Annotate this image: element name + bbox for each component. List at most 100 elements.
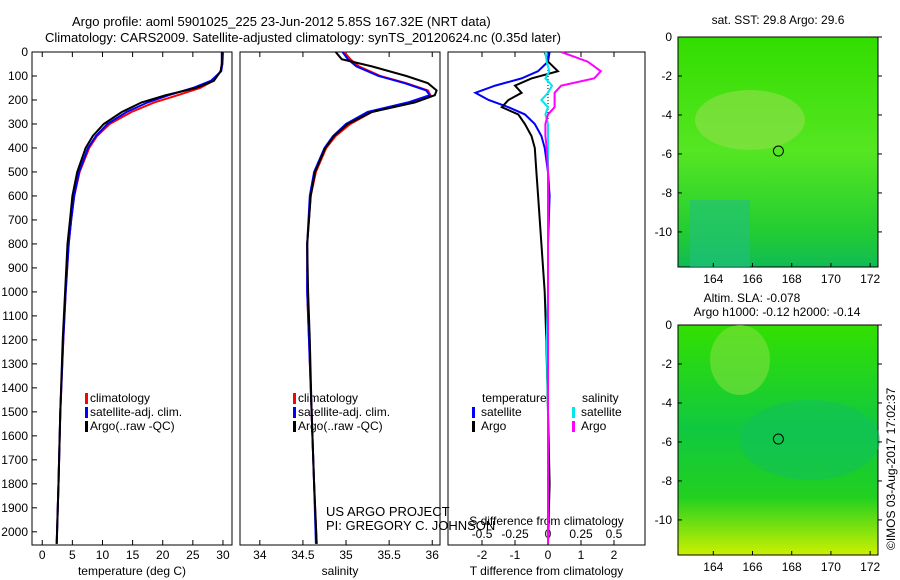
lat-tick-label: -4: [661, 396, 672, 410]
y-tick-label: 1400: [1, 381, 28, 395]
x-tick-label: 25: [186, 548, 200, 562]
lon-tick-label: 166: [742, 272, 762, 286]
y-tick-label: 500: [8, 165, 28, 179]
lat-tick-label: -2: [661, 69, 672, 83]
series-line-salinity-argo: [544, 51, 603, 544]
warm-patch: [695, 90, 805, 150]
y-tick-label: 1300: [1, 357, 28, 371]
lat-tick-label: -4: [661, 108, 672, 122]
plot-frame: [31, 51, 233, 546]
series-line-argo-raw-qc-: [306, 51, 438, 544]
legend-swatch: [85, 393, 88, 404]
lon-tick-label: 166: [742, 560, 762, 574]
y-tick-label: 1200: [1, 333, 28, 347]
panel-salinity: 34 34.5 35 35.5 36 salinity climatologysatelli…: [239, 51, 441, 578]
plot-frame: [447, 51, 646, 546]
y-tick-label: 400: [8, 141, 28, 155]
series-line-argo-raw-qc-: [55, 52, 223, 544]
x2-axis-label: S difference from climatology: [469, 514, 624, 528]
y-tick-label: 1900: [1, 501, 28, 515]
x-tick-label: 15: [126, 548, 140, 562]
series-line-temperature-satellite: [472, 51, 551, 544]
legend-swatch: [293, 407, 296, 418]
legend-label: satellite-adj. clim.: [298, 405, 390, 419]
lon-tick-label: 172: [860, 560, 880, 574]
x-tick-label: 2: [611, 548, 618, 562]
legend-label: satellite: [481, 405, 522, 419]
lon-tick-label: 168: [782, 560, 802, 574]
y-tick-label: 2000: [1, 525, 28, 539]
map-title: Altim. SLA: -0.078: [704, 291, 801, 305]
low-sla-patch: [740, 400, 880, 480]
figure-title-line1: Argo profile: aoml 5901025_225 23-Jun-20…: [72, 14, 491, 29]
lon-tick-label: 164: [703, 560, 723, 574]
lat-tick-label: 0: [665, 318, 672, 332]
panel-temperature: 0 5 10 15 20 25 30 temperature (deg C) 0 100 200 30…: [1, 45, 233, 578]
lon-tick-label: 168: [782, 272, 802, 286]
y-tick-label: 100: [8, 69, 28, 83]
legend-label: Argo: [481, 419, 507, 433]
x2-tick-label: -0.5: [472, 527, 493, 541]
y-tick-label: 700: [8, 213, 28, 227]
plot-frame: [239, 51, 441, 546]
lat-tick-label: 0: [665, 30, 672, 44]
legend-label: satellite-adj. clim.: [90, 405, 182, 419]
x-tick-label: 34.5: [291, 548, 315, 562]
lon-tick-label: 170: [821, 272, 841, 286]
y-tick-label: 600: [8, 189, 28, 203]
legend-swatch: [85, 421, 88, 432]
x-tick-label: 30: [216, 548, 230, 562]
y-tick-label: 1000: [1, 285, 28, 299]
legend-label: Argo: [581, 419, 607, 433]
high-sla-patch: [710, 325, 770, 395]
project-credit: US ARGO PROJECT: [326, 504, 450, 519]
legend-swatch: [85, 407, 88, 418]
map-title: sat. SST: 29.8 Argo: 29.6: [712, 13, 845, 27]
x2-tick-label: 0.5: [606, 527, 623, 541]
y-tick-label: 1800: [1, 477, 28, 491]
x-tick-label: -2: [477, 548, 488, 562]
lon-tick-label: 170: [821, 560, 841, 574]
y-tick-label: 900: [8, 261, 28, 275]
y-tick-label: 300: [8, 117, 28, 131]
panel-difference-from-climatology: -2 -1 0 1 2 T difference from climatology -0.5…: [447, 51, 646, 578]
y-tick-label: 800: [8, 237, 28, 251]
lat-tick-label: -10: [655, 513, 673, 527]
lat-tick-label: -8: [661, 186, 672, 200]
legend-header-salinity: salinity: [582, 391, 619, 405]
lat-tick-label: -2: [661, 357, 672, 371]
x-axis-label: temperature (deg C): [78, 564, 186, 578]
legend-label: climatology: [90, 391, 150, 405]
x-tick-label: 0: [39, 548, 46, 562]
x-tick-label: 36: [426, 548, 440, 562]
x-tick-label: 1: [578, 548, 585, 562]
y-tick-label: 0: [21, 45, 28, 59]
y-tick-label: 1600: [1, 429, 28, 443]
lat-tick-label: -6: [661, 147, 672, 161]
x-tick-label: 35: [339, 548, 353, 562]
series-line-salinity-satellite: [540, 51, 554, 544]
x-tick-label: 34: [253, 548, 267, 562]
x-tick-label: 5: [69, 548, 76, 562]
imos-timestamp: ©IMOS 03-Aug-2017 17:02:37: [884, 387, 898, 550]
series-line-satellite-adj-clim-: [55, 51, 224, 544]
x-tick-label: 10: [96, 548, 110, 562]
x-tick-label: -1: [510, 548, 521, 562]
x-axis-label: T difference from climatology: [470, 564, 624, 578]
map-sla-map: 164 166 168 170 172 0 -2 -4 -6 -8 -10 Altim. SLA: -…: [655, 291, 882, 574]
lon-tick-label: 172: [860, 272, 880, 286]
x-tick-label: 20: [156, 548, 170, 562]
legend-header-temperature: temperature: [482, 391, 547, 405]
y-tick-label: 1500: [1, 405, 28, 419]
series-line-climatology: [306, 51, 432, 544]
legend-swatch: [293, 421, 296, 432]
legend-label: Argo(..raw -QC): [298, 419, 383, 433]
series-line-satellite-adj-clim-: [306, 51, 432, 544]
legend-label: Argo(..raw -QC): [90, 419, 175, 433]
cool-patch: [690, 200, 750, 267]
legend-swatch: [572, 421, 575, 432]
legend-swatch: [293, 393, 296, 404]
legend-swatch: [472, 421, 475, 432]
legend-swatch: [572, 407, 575, 418]
